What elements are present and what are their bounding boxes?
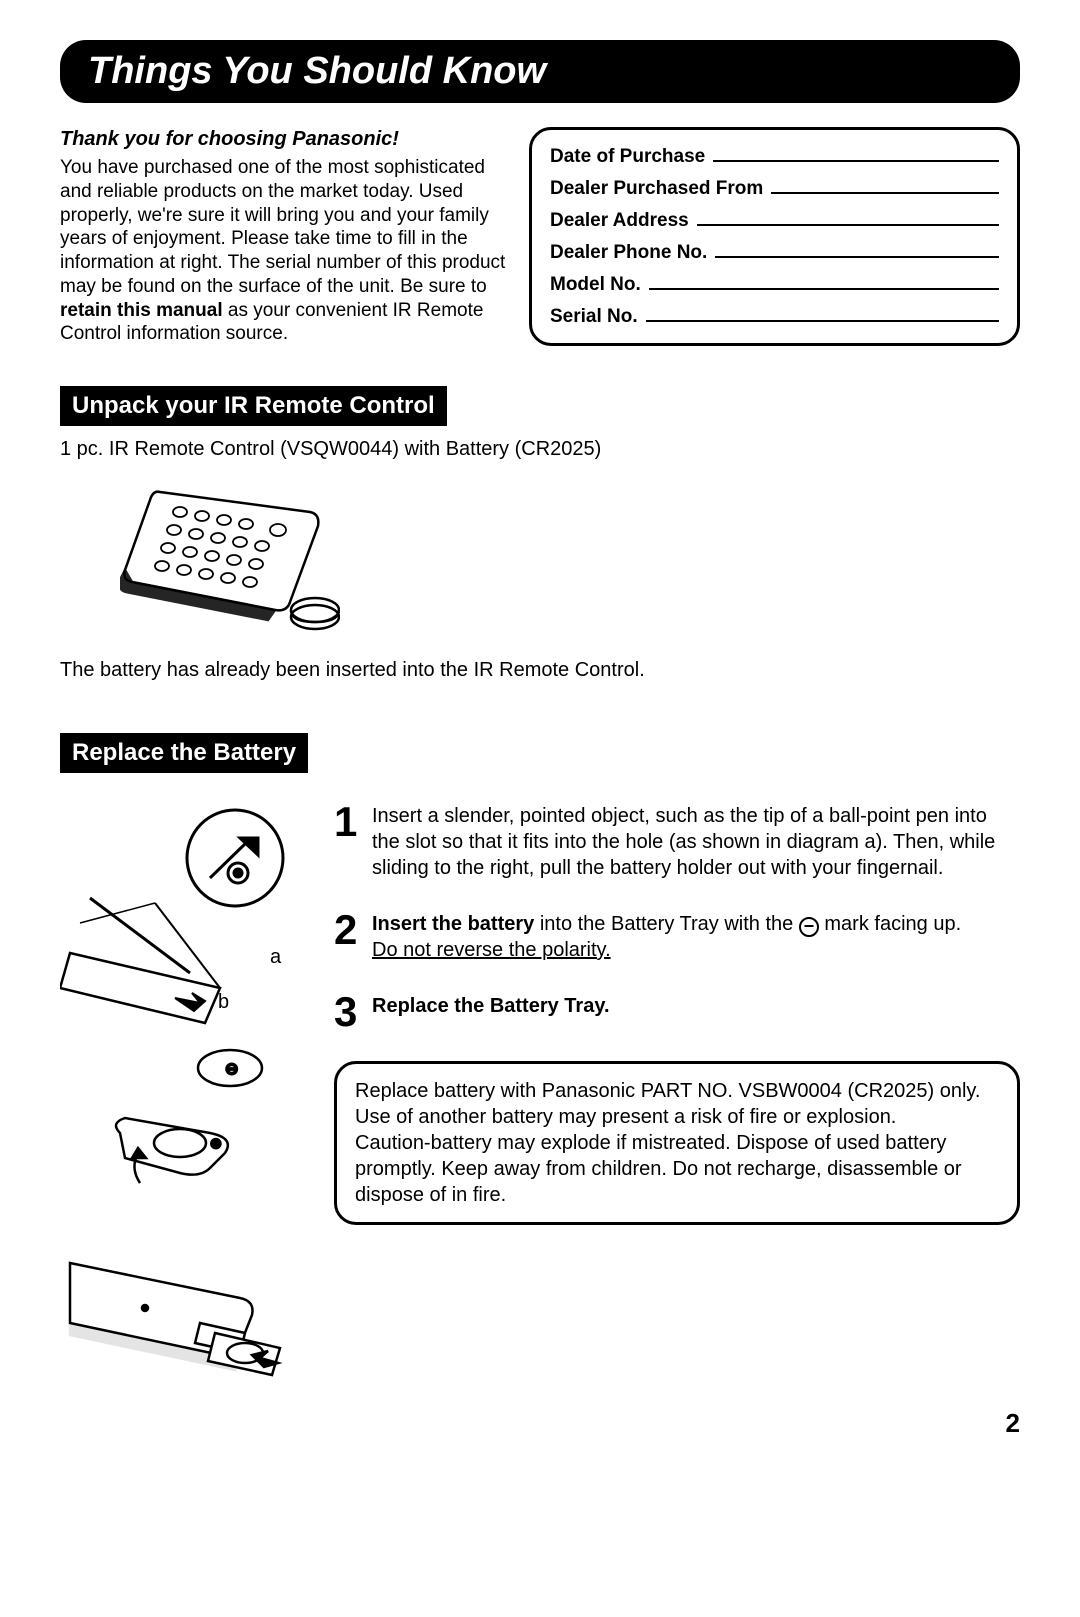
info-model-no-blank[interactable]: [649, 274, 999, 290]
svg-text:⊕: ⊕: [210, 1135, 222, 1151]
info-dealer-from-blank[interactable]: [771, 178, 999, 194]
step-2-a: into the Battery Tray with the: [534, 913, 799, 935]
info-dealer-addr-blank[interactable]: [697, 210, 999, 226]
step-2-bold: Insert the battery: [372, 913, 534, 935]
svg-text:⊖: ⊖: [225, 1061, 238, 1078]
replace-header: Replace the Battery: [60, 733, 308, 773]
info-date: Date of Purchase: [550, 146, 999, 168]
step-2-b: mark facing up.: [819, 913, 961, 935]
unpack-line: 1 pc. IR Remote Control (VSQW0044) with …: [60, 436, 1020, 462]
info-date-label: Date of Purchase: [550, 146, 705, 168]
minus-icon: −: [799, 917, 819, 937]
svg-text:b: b: [218, 991, 229, 1013]
step-2-text: Insert the battery into the Battery Tray…: [372, 911, 961, 963]
steps-row: a b ⊖ ⊕: [60, 803, 1020, 1398]
info-dealer-from-label: Dealer Purchased From: [550, 178, 763, 200]
step-2-num: 2: [334, 911, 362, 949]
step-2-under: Do not reverse the polarity.: [372, 939, 611, 961]
step-1: 1 Insert a slender, pointed object, such…: [334, 803, 1020, 881]
page-number: 2: [60, 1408, 1020, 1439]
unpack-note: The battery has already been inserted in…: [60, 657, 1020, 683]
info-model-no: Model No.: [550, 274, 999, 296]
steps-diagrams: a b ⊖ ⊕: [60, 803, 310, 1398]
steps-text: 1 Insert a slender, pointed object, such…: [334, 803, 1020, 1398]
info-date-blank[interactable]: [713, 146, 999, 162]
step-3-num: 3: [334, 993, 362, 1031]
step-2: 2 Insert the battery into the Battery Tr…: [334, 911, 1020, 963]
info-dealer-addr: Dealer Address: [550, 210, 999, 232]
battery-warning-box: Replace battery with Panasonic PART NO. …: [334, 1061, 1020, 1225]
svg-text:a: a: [270, 946, 282, 968]
step-3: 3 Replace the Battery Tray.: [334, 993, 1020, 1031]
info-dealer-phone: Dealer Phone No.: [550, 242, 999, 264]
info-serial-no-label: Serial No.: [550, 306, 638, 328]
info-dealer-from: Dealer Purchased From: [550, 178, 999, 200]
step-1-text: Insert a slender, pointed object, such a…: [372, 803, 1020, 881]
remote-diagram: [120, 482, 1020, 637]
info-dealer-phone-label: Dealer Phone No.: [550, 242, 707, 264]
info-dealer-addr-label: Dealer Address: [550, 210, 689, 232]
intro-text: Thank you for choosing Panasonic! You ha…: [60, 127, 509, 346]
info-serial-no: Serial No.: [550, 306, 999, 328]
info-serial-no-blank[interactable]: [646, 306, 999, 322]
info-dealer-phone-blank[interactable]: [715, 242, 999, 258]
page-title: Things You Should Know: [60, 40, 1020, 103]
unpack-header: Unpack your IR Remote Control: [60, 386, 447, 426]
thanks-line: Thank you for choosing Panasonic!: [60, 127, 509, 152]
intro-row: Thank you for choosing Panasonic! You ha…: [60, 127, 1020, 346]
step-3-text: Replace the Battery Tray.: [372, 993, 610, 1019]
retain-phrase: retain this manual: [60, 300, 223, 321]
purchase-info-box: Date of Purchase Dealer Purchased From D…: [529, 127, 1020, 346]
step-1-num: 1: [334, 803, 362, 841]
intro-para-a: You have purchased one of the most sophi…: [60, 157, 505, 297]
info-model-no-label: Model No.: [550, 274, 641, 296]
